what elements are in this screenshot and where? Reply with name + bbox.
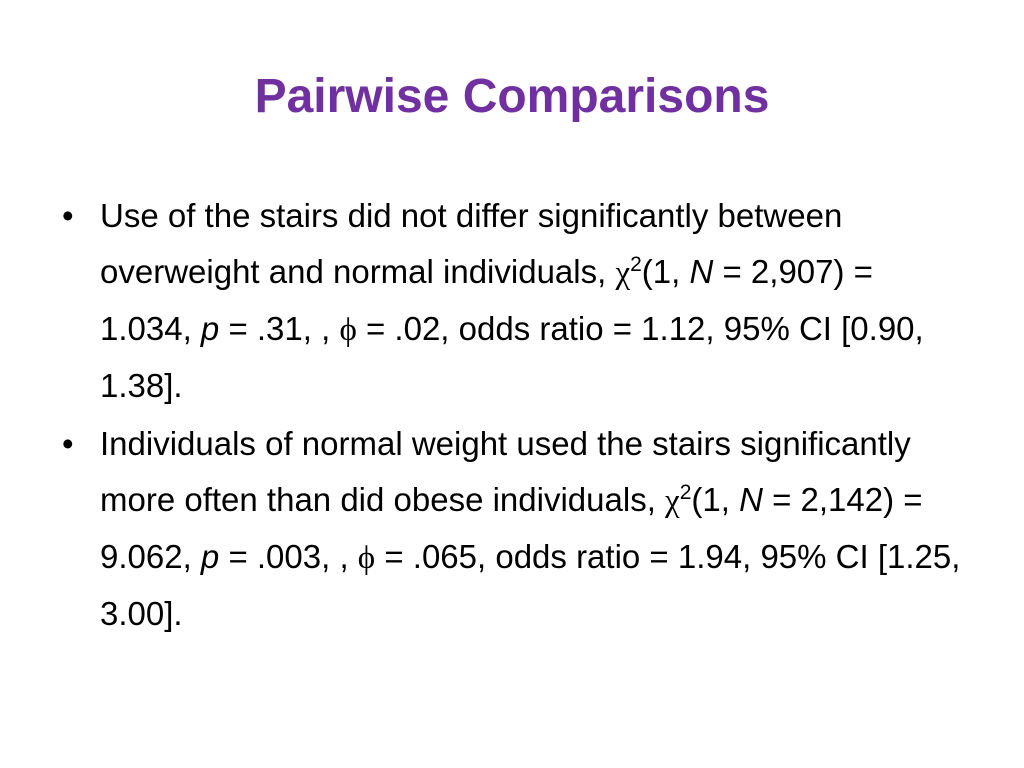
text-run: = .003, , xyxy=(219,538,358,575)
bullet-marker: • xyxy=(62,197,74,234)
text-run: χ xyxy=(615,255,631,291)
text-run: N xyxy=(689,253,714,290)
bullet-item: • Use of the stairs did not differ signif… xyxy=(58,188,968,414)
text-run: Use of the stairs did not differ signifi… xyxy=(100,197,843,290)
text-run: Individuals of normal weight used the st… xyxy=(100,425,911,518)
text-run: = 2,907) = 1.034, xyxy=(100,253,873,347)
text-run: 2 xyxy=(679,481,692,504)
text-run: (1, xyxy=(641,253,690,290)
bullet-item: • Individuals of normal weight used the s… xyxy=(58,416,968,642)
slide-title: Pairwise Comparisons xyxy=(254,70,770,123)
text-run: 2 xyxy=(630,253,642,276)
text-run: χ xyxy=(665,483,680,519)
bullet-marker: • xyxy=(62,425,74,462)
text-run: = .31, , xyxy=(219,310,340,347)
text-run: = .065, odds ratio = 1.94, 95% CI [1.25,… xyxy=(100,538,961,632)
text-run: N xyxy=(739,481,763,518)
text-run: = 2,142) = 9.062, xyxy=(100,481,923,575)
bullet-list: • Use of the stairs did not differ signif… xyxy=(58,188,968,644)
text-run: ϕ xyxy=(339,312,357,348)
text-run: ϕ xyxy=(357,540,376,576)
text-run: = .02, odds ratio = 1.12, 95% CI [0.90, … xyxy=(100,310,924,404)
text-run: p xyxy=(200,538,220,575)
text-run: p xyxy=(200,310,220,347)
text-run: (1, xyxy=(691,481,740,518)
